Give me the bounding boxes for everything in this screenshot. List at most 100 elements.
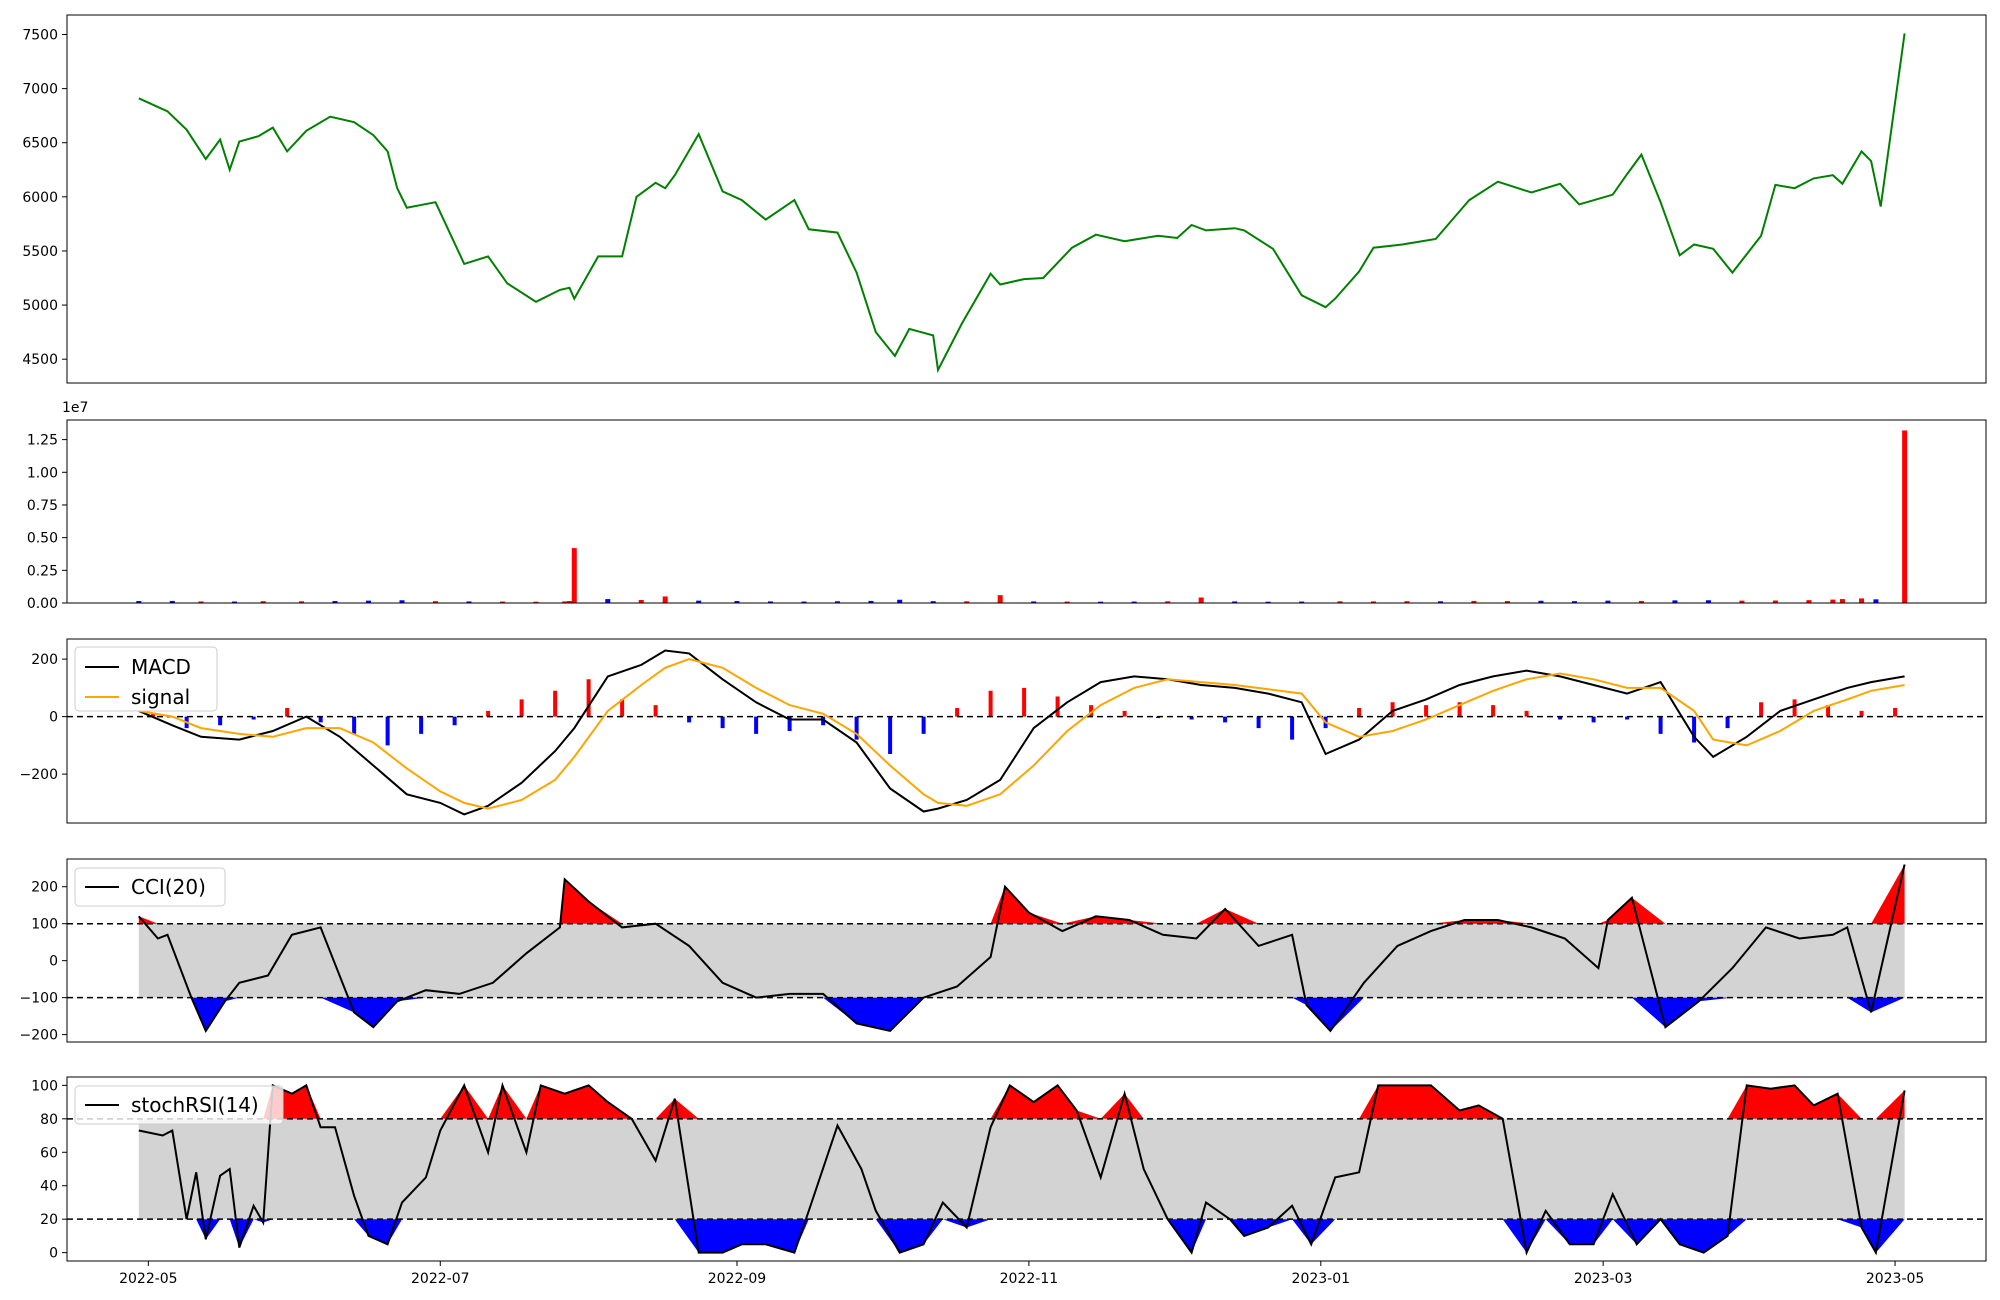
volume-panel: 0.00 0.25 0.50 0.75 1.00 1.25 1e7 [27,400,1987,612]
macd-histogram-bar [1692,716,1697,743]
y-tick-label: 6000 [22,190,58,206]
volume-bar [1504,601,1510,603]
y-tick-label: 0.00 [27,596,58,612]
x-tick-label: 2022-05 [119,1271,178,1287]
volume-bar [767,601,773,603]
macd-histogram-bar [1189,716,1194,720]
legend: CCI(20) [74,867,226,907]
macd-histogram-bar [1424,705,1429,717]
y-tick-label: −100 [20,991,58,1007]
y-tick-label: 0 [49,1246,58,1262]
volume-bar [834,601,840,603]
volume-bar [1337,601,1343,603]
signal-line [138,658,1905,810]
macd-histogram-bar [1826,705,1831,717]
x-tick-label: 2022-11 [1000,1271,1059,1287]
volume-bar [930,601,936,603]
volume-bar [399,600,405,603]
y-tick-label: 1.00 [27,465,58,481]
macd-histogram-bar [352,716,357,734]
volume-bar [964,601,970,603]
volume-bar [1370,601,1376,603]
macd-histogram-bar [1725,716,1730,729]
y-tick-label: −200 [20,1028,58,1044]
macd-histogram-bar [687,716,692,723]
y-tick-label: 7500 [22,27,58,43]
legend: MACD signal [74,646,218,712]
volume-bar [1165,601,1171,603]
macd-histogram-bar [251,716,256,720]
x-tick-label: 2022-09 [708,1271,767,1287]
y-tick-label: 0.75 [27,498,58,514]
axes-frame [66,1076,1987,1262]
macd-histogram-bar [653,705,658,717]
price-panel: 4500 5000 5500 6000 6500 7000 7500 [22,14,1987,384]
macd-histogram-bar [486,710,491,717]
y-tick-label: 200 [31,880,58,896]
stochrsi-panel: 0 20 40 60 80 100 stochRSI(14) [31,1076,1987,1262]
legend-label: signal [131,685,190,709]
macd-histogram-bar [1792,699,1797,717]
volume-bar [1830,599,1836,603]
macd-histogram-bar [1591,716,1596,723]
y-tick-label: 100 [31,1078,58,1094]
volume-bar [1839,599,1845,603]
axes-frame [66,638,1987,824]
volume-bar [1705,600,1711,603]
legend-label: stochRSI(14) [131,1093,259,1117]
volume-bar [801,601,807,603]
volume-bar [997,595,1003,603]
axes-frame [66,858,1987,1043]
volume-bar [1672,600,1678,603]
macd-histogram-bar [1223,716,1228,723]
date-axis: 2022-05 2022-07 2022-09 2022-11 2023-01 2023-… [119,1261,1924,1287]
volume-bar [260,601,266,603]
y-tick-label: 5000 [22,298,58,314]
legend-box [74,1085,284,1125]
volume-bar [432,601,438,603]
volume-bar [198,601,204,603]
volume-bar [136,601,142,603]
volume-bar [1131,601,1137,603]
macd-histogram-bar [1558,716,1563,720]
macd-histogram-bar [1859,710,1864,717]
macd-line [138,649,1905,816]
volume-bar [1873,599,1879,603]
x-tick-label: 2023-01 [1292,1271,1351,1287]
volume-bar [533,601,539,603]
macd-histogram-bar [318,716,323,723]
macd-histogram-bar [586,679,591,717]
macd-histogram-bar [385,716,390,746]
legend-box [74,867,226,907]
volume-bar [169,600,175,603]
macd-histogram-bar [620,699,625,717]
y-tick-label: 0.25 [27,563,58,579]
macd-histogram-bar [1658,716,1663,734]
x-tick-label: 2023-05 [1866,1271,1925,1287]
y-tick-label: 20 [40,1212,58,1228]
overbought-fill [138,864,1905,924]
y-tick-label: 0.50 [27,531,58,547]
volume-bar [1098,601,1104,603]
indicator-line [138,1081,1906,1256]
plot-area [67,420,1986,603]
macd-histogram-bar [1893,708,1898,717]
volume-bar [1064,601,1070,603]
price-line [138,33,1906,374]
neutral-band [138,1118,1905,1220]
volume-bar [1471,600,1477,603]
volume-bar [365,600,371,603]
plot-area [67,15,1986,383]
indicator-line [138,864,1906,1034]
y-tick-label: 60 [40,1145,58,1161]
cci-panel: −200 −100 0 100 200 CCI(20) [20,858,1987,1044]
volume-bar [605,599,611,603]
volume-bar [1299,601,1305,603]
volume-bar [231,601,237,603]
volume-bar [298,601,304,603]
y-tick-label: 5500 [22,244,58,260]
y-tick-label: 4500 [22,352,58,368]
volume-bar [1772,600,1778,603]
macd-histogram-bar [888,716,893,754]
